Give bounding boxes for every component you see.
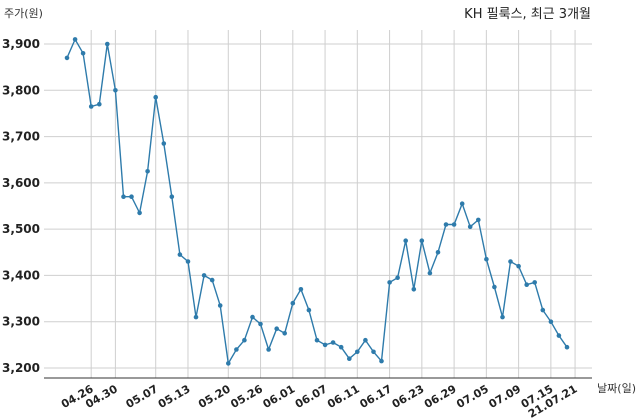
data-point (564, 344, 570, 350)
data-point (330, 340, 336, 345)
data-point (242, 337, 247, 343)
data-point (121, 194, 126, 199)
data-point (508, 259, 513, 264)
data-point (217, 303, 223, 308)
data-point (492, 284, 497, 290)
x-tick-label: 06.11 (325, 382, 362, 411)
data-point (193, 314, 199, 320)
y-tick-label: 3,500 (2, 222, 40, 236)
x-tick-label: 05.26 (228, 382, 265, 411)
data-point (64, 55, 70, 61)
data-point (274, 326, 280, 332)
x-tick-label: 07.09 (486, 382, 523, 411)
data-point (97, 101, 102, 107)
data-point (338, 344, 344, 350)
data-point (411, 287, 417, 292)
data-point (443, 222, 449, 227)
data-point (177, 252, 183, 257)
data-point (201, 273, 207, 278)
x-axis-label: 날짜(일) (597, 381, 636, 395)
x-tick-label: 06.29 (422, 382, 459, 411)
data-point (476, 217, 481, 223)
x-tick-label: 05.07 (124, 382, 161, 411)
data-point (322, 342, 328, 348)
x-tick-label: 05.13 (156, 382, 193, 411)
data-point (459, 201, 465, 206)
data-point (113, 88, 118, 93)
x-tick-label: 06.23 (390, 382, 427, 411)
data-point (226, 361, 231, 366)
x-tick-label: 06.07 (293, 382, 330, 411)
data-point (258, 321, 263, 327)
data-point (290, 300, 296, 306)
data-point (266, 347, 271, 352)
price-series-line (66, 37, 568, 366)
data-point (467, 224, 473, 230)
data-point (484, 256, 489, 262)
y-tick-label: 3,800 (2, 83, 40, 97)
data-point (137, 210, 142, 216)
data-point (435, 250, 441, 255)
data-point (72, 37, 78, 42)
data-point (403, 238, 409, 243)
y-tick-label: 3,300 (2, 315, 40, 329)
y-tick-label: 3,200 (2, 361, 40, 375)
data-point (80, 51, 86, 56)
data-point (500, 314, 505, 320)
data-point (298, 287, 304, 292)
x-tick-label: 06.01 (261, 382, 298, 411)
data-point (524, 282, 529, 288)
data-point (145, 169, 150, 174)
data-points (64, 37, 570, 366)
y-axis-label: 주가(원) (4, 7, 43, 20)
data-point (347, 356, 352, 362)
data-point (419, 238, 425, 243)
data-point (282, 331, 288, 336)
data-point (540, 307, 546, 313)
data-point (88, 104, 94, 109)
y-axis-ticks: 3,200 3,300 3,400 3,500 3,600 3,700 3,800 3,900 (2, 37, 40, 375)
data-point (371, 349, 376, 355)
data-point (209, 277, 215, 283)
data-point (250, 314, 255, 320)
data-point (105, 41, 110, 47)
data-point (169, 194, 175, 199)
data-point (306, 307, 312, 313)
grid (44, 30, 592, 378)
data-point (516, 263, 521, 269)
data-point (363, 337, 368, 343)
data-point (532, 280, 537, 285)
data-point (379, 358, 384, 364)
data-point (451, 222, 457, 227)
data-point (387, 280, 392, 285)
data-point (427, 270, 433, 276)
chart-title: KH 필룩스, 최근 3개월 (464, 7, 591, 22)
data-point (548, 319, 554, 325)
data-point (153, 94, 158, 100)
y-tick-label: 3,700 (2, 130, 40, 144)
x-tick-label: 06.17 (357, 382, 394, 411)
data-point (234, 347, 239, 352)
data-point (355, 349, 360, 355)
data-point (161, 141, 167, 146)
data-point (185, 259, 191, 264)
data-point (556, 333, 562, 338)
x-tick-label: 05.20 (196, 382, 233, 411)
y-tick-label: 3,900 (2, 37, 40, 51)
y-tick-label: 3,400 (2, 268, 40, 282)
data-point (395, 275, 400, 281)
y-tick-label: 3,600 (2, 176, 40, 190)
data-point (314, 337, 320, 343)
x-tick-label: 07.05 (454, 382, 491, 411)
data-point (129, 194, 134, 199)
